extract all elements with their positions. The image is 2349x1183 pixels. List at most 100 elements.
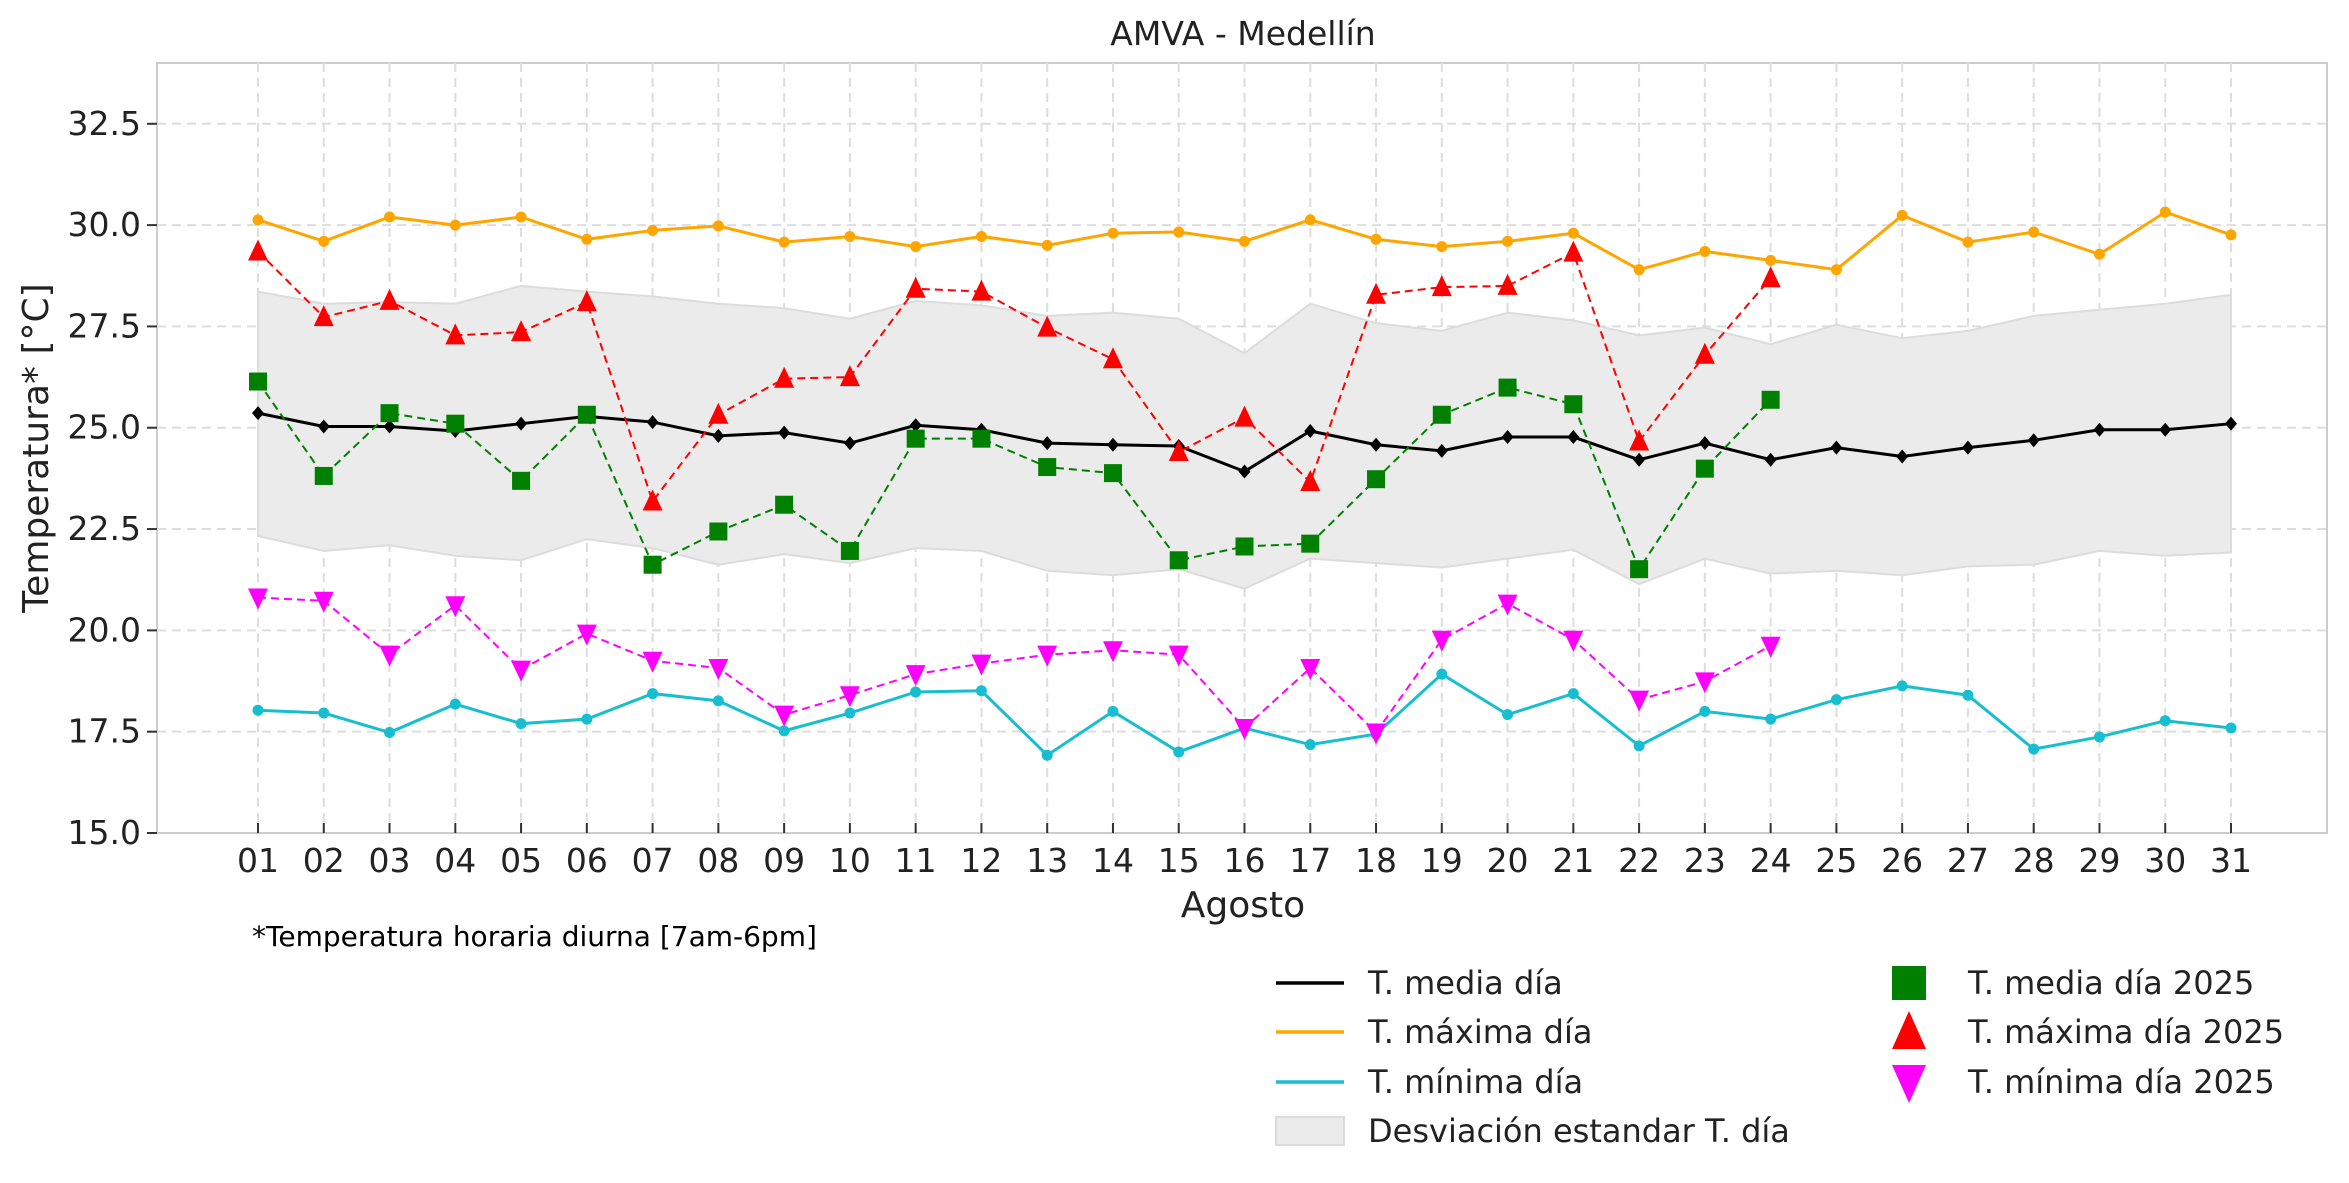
point-t-media-dia (843, 436, 856, 451)
point-t-maxima-dia-2025 (774, 366, 795, 388)
point-t-media-dia (1567, 430, 1580, 445)
x-tick-label: 10 (829, 841, 871, 880)
point-t-maxima-dia (1436, 241, 1448, 253)
point-t-minima-dia (1699, 705, 1711, 717)
point-t-minima-dia (449, 698, 461, 710)
point-t-maxima-dia (1502, 235, 1514, 247)
x-tick-label: 25 (1815, 841, 1857, 880)
point-t-minima-dia-2025 (576, 624, 597, 646)
legend-marker-square (1892, 966, 1926, 1000)
point-t-media-dia-2025 (1761, 390, 1780, 409)
point-t-media-dia-2025 (1301, 534, 1320, 553)
x-tick-label: 12 (960, 841, 1002, 880)
x-tick-label: 11 (895, 841, 937, 880)
point-t-minima-dia (712, 695, 724, 707)
point-t-media-dia-2025 (1367, 470, 1386, 489)
point-t-minima-dia-2025 (708, 659, 729, 681)
point-t-media-dia-2025 (1432, 405, 1451, 424)
point-t-maxima-dia (1304, 214, 1316, 226)
legend: T. media día T. máxima día T. mínima día De… (1275, 964, 2284, 1150)
point-t-media-dia-2025 (1103, 464, 1122, 483)
y-tick-label: 25.0 (68, 408, 141, 447)
point-t-maxima-dia-2025 (971, 279, 992, 301)
point-t-minima-dia (1896, 680, 1908, 692)
x-tick-label: 06 (566, 841, 608, 880)
x-tick-label: 23 (1684, 841, 1726, 880)
point-t-media-dia (646, 415, 659, 430)
point-t-maxima-dia-2025 (642, 489, 663, 511)
point-t-media-dia-2025 (380, 404, 399, 423)
point-t-media-dia (515, 416, 528, 431)
point-t-media-dia (712, 428, 725, 443)
point-t-media-dia (1764, 452, 1777, 467)
x-tick-label: 18 (1355, 841, 1397, 880)
x-tick-label: 16 (1224, 841, 1266, 880)
point-t-minima-dia-2025 (1694, 672, 1715, 694)
point-t-media-dia (317, 419, 330, 434)
x-axis-label: Agosto (1181, 885, 1305, 926)
point-t-minima-dia-2025 (1234, 719, 1255, 741)
x-tick-label: 26 (1881, 841, 1923, 880)
x-tick-label: 15 (1158, 841, 1200, 880)
point-t-maxima-dia-2025 (248, 239, 268, 261)
point-t-maxima-dia (647, 224, 659, 236)
point-t-maxima-dia-2025 (1431, 275, 1452, 297)
point-t-minima-dia (2225, 722, 2237, 734)
x-tick-label: 03 (369, 841, 411, 880)
point-t-minima-dia-2025 (971, 654, 992, 676)
x-tick-label: 29 (2078, 841, 2120, 880)
point-t-media-dia (2159, 422, 2172, 437)
y-tick-label: 30.0 (68, 205, 141, 244)
point-t-media-dia-2025 (1498, 378, 1517, 397)
point-t-minima-dia (910, 686, 922, 698)
point-t-minima-dia-2025 (248, 588, 268, 610)
legend-label: T. mínima día 2025 (1967, 1063, 2275, 1101)
point-t-media-dia (2027, 433, 2040, 448)
point-t-maxima-dia (515, 211, 527, 223)
x-tick-label: 05 (500, 841, 542, 880)
chart-title: AMVA - Medellín (1110, 14, 1375, 53)
point-t-maxima-dia (1173, 226, 1185, 238)
point-t-maxima-dia (778, 236, 790, 248)
point-t-maxima-dia (1896, 209, 1908, 221)
point-t-maxima-dia (2159, 206, 2171, 218)
legend-label: T. media día (1367, 964, 1563, 1002)
point-t-media-dia (1106, 437, 1119, 452)
point-t-maxima-dia (1699, 245, 1711, 257)
point-t-maxima-dia-2025 (1037, 315, 1058, 337)
point-t-minima-dia (2093, 731, 2105, 743)
point-t-minima-dia (581, 713, 593, 725)
point-t-minima-dia (1962, 689, 1974, 701)
point-t-maxima-dia (712, 220, 724, 232)
x-tick-label: 09 (763, 841, 805, 880)
point-t-maxima-dia-2025 (445, 323, 466, 345)
point-t-media-dia (1238, 464, 1251, 479)
point-t-minima-dia-2025 (1300, 659, 1321, 681)
point-t-maxima-dia-2025 (708, 402, 729, 424)
point-t-minima-dia-2025 (774, 705, 795, 727)
legend-label: T. mínima día (1367, 1063, 1583, 1101)
point-t-media-dia-2025 (1695, 459, 1714, 478)
point-t-media-dia (252, 406, 264, 421)
y-tick-label: 15.0 (68, 813, 141, 852)
y-tick-label: 17.5 (68, 712, 141, 751)
point-t-maxima-dia (975, 230, 987, 242)
legend-swatch-band (1275, 1116, 1345, 1146)
point-t-media-dia-2025 (1235, 537, 1254, 556)
point-t-minima-dia (318, 707, 330, 719)
std-band-layer (257, 284, 2232, 590)
point-t-maxima-dia-2025 (839, 365, 860, 387)
point-t-maxima-dia (910, 241, 922, 253)
point-t-minima-dia (1041, 749, 1053, 761)
y-axis-label: Temperatura* [°C] (16, 283, 57, 613)
x-tick-label: 14 (1092, 841, 1134, 880)
point-t-media-dia-2025 (1038, 458, 1057, 477)
point-t-maxima-dia-2025 (1497, 273, 1518, 295)
x-tick-label: 27 (1947, 841, 1989, 880)
point-t-maxima-dia-2025 (1366, 282, 1387, 304)
y-tick-label: 32.5 (68, 104, 141, 143)
point-t-minima-dia (2028, 743, 2040, 755)
point-t-media-dia (1830, 440, 1843, 455)
point-t-maxima-dia (2225, 229, 2237, 241)
